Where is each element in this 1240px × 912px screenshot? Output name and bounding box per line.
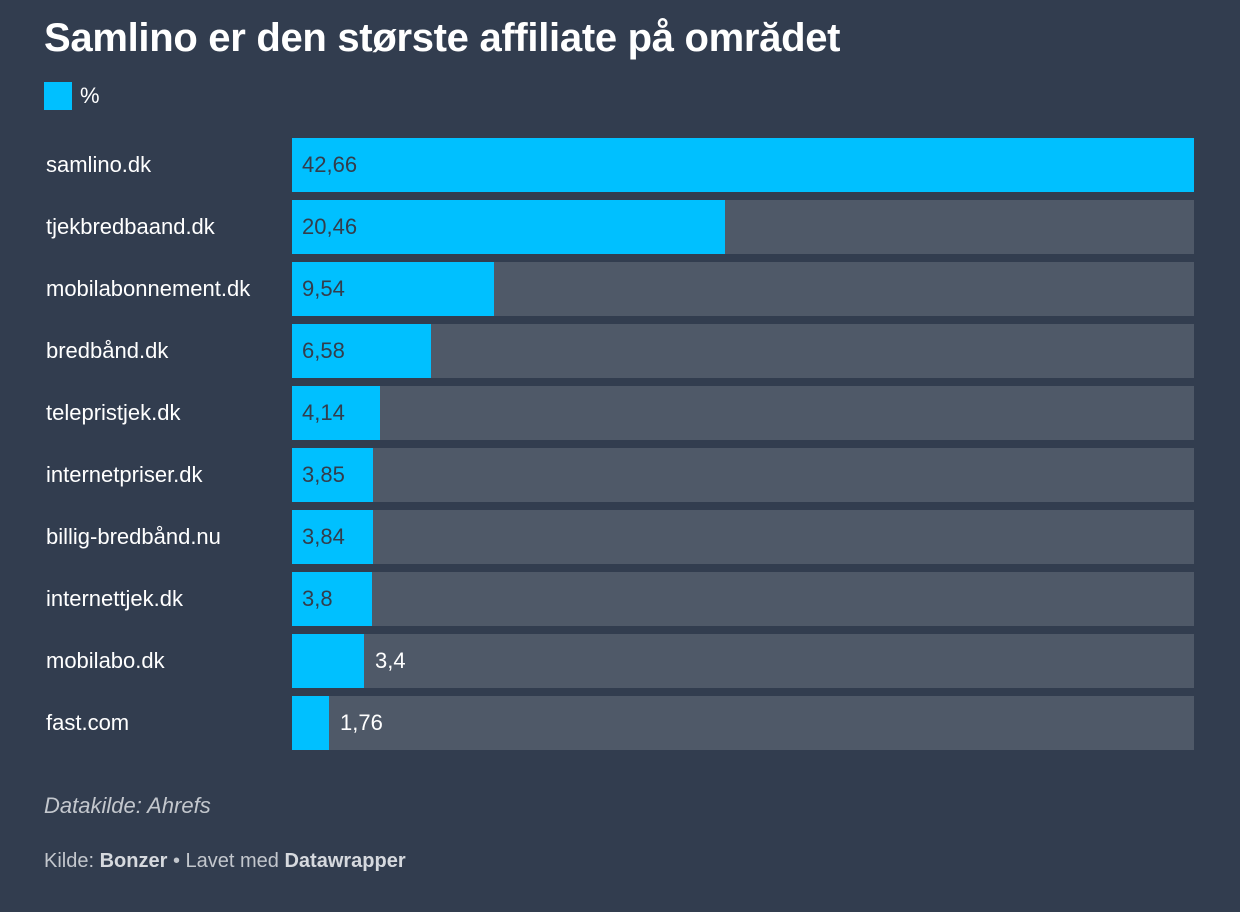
- bar: [292, 696, 329, 750]
- bar: [292, 262, 494, 316]
- bar-row: telepristjek.dk 4,14: [0, 386, 1240, 440]
- bar-row: billig-bredbånd.nu 3,84: [0, 510, 1240, 564]
- legend-label: %: [80, 83, 100, 108]
- bar-track: 3,8: [292, 572, 1194, 626]
- bar-track: 3,84: [292, 510, 1194, 564]
- footer-source-name: Bonzer: [99, 850, 168, 872]
- bar: [292, 572, 372, 626]
- category-label: samlino.dk: [46, 152, 152, 177]
- bar-track: 20,46: [292, 200, 1194, 254]
- bar-row: bredbånd.dk 6,58: [0, 324, 1240, 378]
- footer-made-with-label: Lavet med: [185, 850, 279, 872]
- bar: [292, 200, 725, 254]
- bar-row: fast.com 1,76: [0, 696, 1240, 750]
- category-label: mobilabo.dk: [46, 648, 165, 673]
- data-source-note: Datakilde: Ahrefs: [44, 793, 211, 818]
- bar-track: 9,54: [292, 262, 1194, 316]
- data-label: 6,58: [302, 338, 345, 363]
- data-label: 9,54: [302, 276, 345, 301]
- category-label: tjekbredbaand.dk: [46, 214, 215, 239]
- category-label: mobilabonnement.dk: [46, 276, 251, 301]
- data-label: 4,14: [302, 400, 345, 425]
- data-label: 3,8: [302, 586, 333, 611]
- category-label: internettjek.dk: [46, 586, 183, 611]
- bar-track: 3,4: [292, 634, 1194, 688]
- legend: %: [44, 81, 100, 111]
- footer: Kilde: Bonzer • Lavet med Datawrapper: [44, 850, 406, 873]
- bar: [292, 386, 380, 440]
- footer-separator: •: [172, 850, 180, 872]
- category-label: telepristjek.dk: [46, 400, 181, 425]
- data-label: 3,4: [375, 648, 406, 673]
- bar-track: 42,66: [292, 138, 1194, 192]
- bar-chart: samlino.dk 42,66 tjekbredbaand.dk 20,46 mobi…: [0, 138, 1240, 750]
- category-label: fast.com: [46, 710, 130, 735]
- category-label: billig-bredbånd.nu: [46, 524, 221, 549]
- bar-row: tjekbredbaand.dk 20,46: [0, 200, 1240, 254]
- bar-row: mobilabonnement.dk 9,54: [0, 262, 1240, 316]
- bar-row: samlino.dk 42,66: [0, 138, 1240, 192]
- data-label: 1,76: [340, 710, 383, 735]
- footer-tool-name: Datawrapper: [284, 850, 406, 872]
- bar: [292, 634, 364, 688]
- category-label: bredbånd.dk: [46, 338, 169, 363]
- bar-row: internettjek.dk 3,8: [0, 572, 1240, 626]
- footer-source-label: Kilde:: [44, 850, 95, 872]
- chart-title: Samlino er den største affiliate på omră…: [44, 16, 841, 60]
- bar-track: 3,85: [292, 448, 1194, 502]
- bar-row: internetpriser.dk 3,85: [0, 448, 1240, 502]
- data-label: 42,66: [302, 152, 358, 177]
- category-label: internetpriser.dk: [46, 462, 203, 487]
- data-label: 3,85: [302, 462, 345, 487]
- bar: [292, 138, 1194, 192]
- bar-track: 6,58: [292, 324, 1194, 378]
- bar-row: mobilabo.dk 3,4: [0, 634, 1240, 688]
- bar: [292, 510, 373, 564]
- data-label: 20,46: [302, 214, 358, 239]
- bar-track: 1,76: [292, 696, 1194, 750]
- bar: [292, 448, 373, 502]
- legend-swatch: [44, 82, 72, 110]
- bar: [292, 324, 431, 378]
- data-label: 3,84: [302, 524, 345, 549]
- bar-track: 4,14: [292, 386, 1194, 440]
